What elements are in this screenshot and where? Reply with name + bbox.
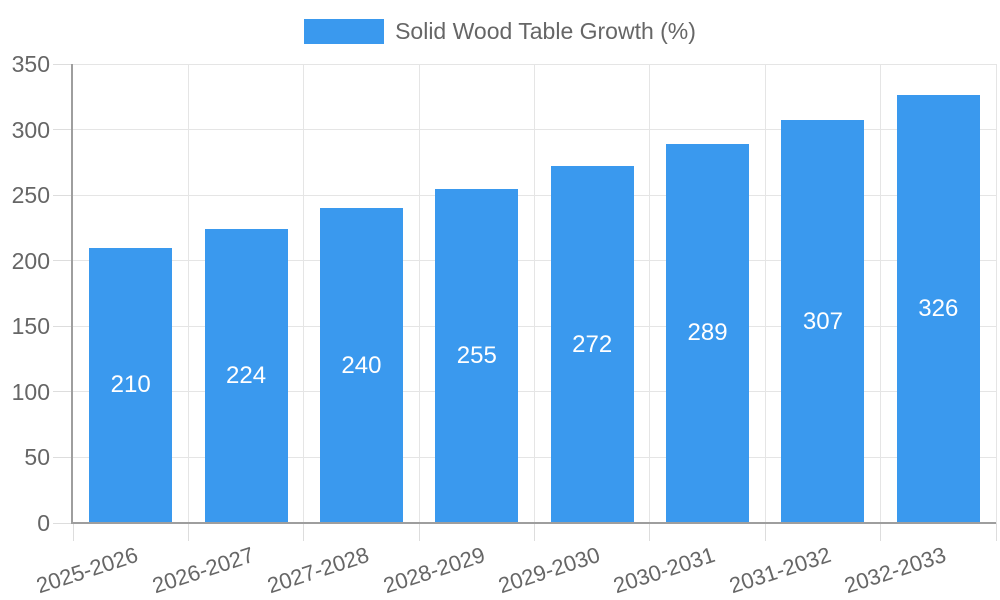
y-tick-label: 50 bbox=[24, 444, 50, 471]
x-tick-label: 2032-2033 bbox=[841, 542, 950, 599]
bar[interactable]: 272 bbox=[550, 166, 634, 523]
x-tick-label: 2027-2028 bbox=[264, 542, 373, 599]
x-axis-line bbox=[71, 522, 996, 524]
bar[interactable]: 326 bbox=[896, 95, 980, 523]
bar[interactable]: 240 bbox=[319, 208, 403, 523]
x-tick-mark bbox=[764, 523, 766, 541]
y-tick-label: 300 bbox=[11, 116, 50, 143]
bar-value-label: 255 bbox=[456, 341, 497, 369]
y-tick-label: 0 bbox=[37, 510, 50, 536]
x-tick-mark bbox=[880, 523, 882, 541]
x-tick-mark bbox=[303, 523, 305, 541]
x-tick-label: 2025-2026 bbox=[33, 542, 142, 599]
bar[interactable]: 210 bbox=[89, 247, 173, 523]
legend-item[interactable]: Solid Wood Table Growth (%) bbox=[0, 18, 1000, 45]
bar-value-label: 326 bbox=[918, 295, 959, 323]
gridline-vertical bbox=[418, 64, 420, 523]
x-tick-label: 2030-2031 bbox=[610, 542, 719, 599]
bar-value-label: 210 bbox=[110, 371, 151, 399]
gridline-vertical bbox=[995, 64, 997, 523]
bar-value-label: 224 bbox=[226, 362, 267, 390]
gridline-vertical bbox=[649, 64, 651, 523]
y-axis-line bbox=[71, 64, 73, 523]
legend-swatch bbox=[304, 19, 385, 44]
bar-value-label: 307 bbox=[802, 307, 843, 335]
x-tick-label: 2031-2032 bbox=[725, 542, 834, 599]
y-tick-label: 150 bbox=[11, 313, 50, 340]
x-tick-mark bbox=[534, 523, 535, 541]
bar[interactable]: 224 bbox=[204, 229, 288, 523]
x-tick-label: 2026-2027 bbox=[148, 542, 257, 599]
y-tick-label: 350 bbox=[11, 51, 50, 77]
x-tick-mark bbox=[72, 523, 74, 541]
gridline-vertical bbox=[187, 64, 189, 523]
bar[interactable]: 307 bbox=[781, 120, 865, 523]
y-tick-mark bbox=[53, 522, 73, 524]
y-tick-mark bbox=[53, 260, 73, 262]
gridline-vertical bbox=[764, 64, 766, 523]
x-tick-mark bbox=[649, 523, 651, 541]
bar-value-label: 272 bbox=[572, 330, 613, 358]
bar[interactable]: 255 bbox=[435, 188, 519, 523]
y-tick-mark bbox=[53, 456, 73, 458]
y-tick-label: 250 bbox=[11, 182, 50, 209]
y-tick-mark bbox=[53, 325, 73, 327]
x-tick-label: 2028-2029 bbox=[379, 542, 488, 599]
y-tick-label: 100 bbox=[11, 378, 50, 405]
bar-value-label: 289 bbox=[687, 319, 728, 347]
y-tick-label: 200 bbox=[11, 247, 50, 274]
x-tick-mark bbox=[995, 523, 997, 541]
gridline-vertical bbox=[534, 64, 535, 523]
legend-label: Solid Wood Table Growth (%) bbox=[395, 18, 696, 44]
y-tick-mark bbox=[53, 129, 73, 131]
bar[interactable]: 289 bbox=[666, 143, 750, 523]
x-tick-label: 2029-2030 bbox=[495, 542, 603, 599]
y-tick-mark bbox=[53, 194, 73, 196]
x-tick-mark bbox=[418, 523, 420, 541]
bar-value-label: 240 bbox=[341, 351, 382, 379]
gridline-vertical bbox=[880, 64, 882, 523]
y-tick-mark bbox=[53, 391, 73, 393]
y-tick-mark bbox=[53, 63, 73, 65]
gridline-vertical bbox=[303, 64, 305, 523]
x-tick-mark bbox=[187, 523, 189, 541]
